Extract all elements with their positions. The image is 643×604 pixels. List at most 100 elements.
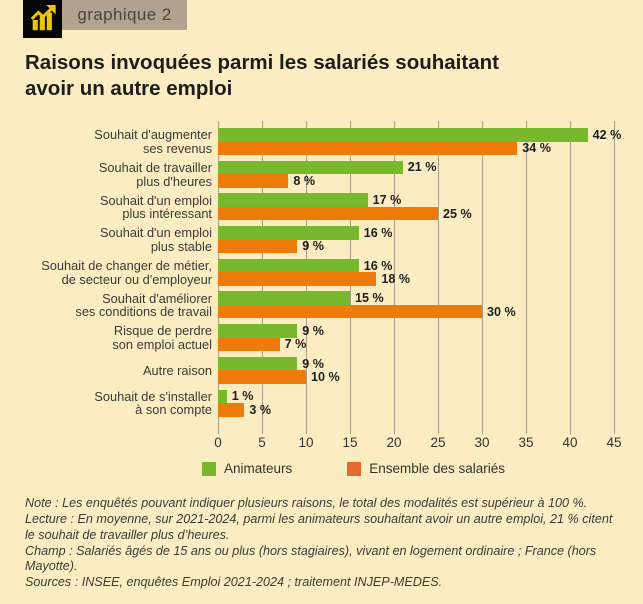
note-line: Lecture : En moyenne, sur 2021-2024, par… [25, 512, 613, 542]
category-label: Souhait de changer de métier, de secteur … [0, 256, 212, 289]
bar-row: 1 % 3 % [218, 389, 614, 423]
legend: Animateurs Ensemble des salariés [0, 461, 643, 476]
chart-title-line1: Raisons invoquées parmi les salariés sou… [25, 51, 499, 74]
gridline [438, 121, 439, 429]
footnotes: Note : Les enquêtés pouvant indiquer plu… [25, 496, 625, 592]
axis-tick-label: 10 [298, 435, 314, 450]
category-labels: Souhait d'augmenter ses revenus Souhait de… [0, 121, 218, 456]
bar-ensemble [218, 206, 438, 221]
category-label-line: plus stable [150, 238, 212, 254]
bar-ensemble [218, 174, 289, 188]
value-label: 10 % [311, 370, 340, 385]
category-label: Souhait d'un emploi plus stable [0, 224, 212, 257]
note-line: Note : Les enquêtés pouvant indiquer plu… [25, 496, 588, 510]
category-label-line: Souhait d'un emploi [99, 225, 212, 241]
category-label: Souhait d'améliorer ses conditions de tra… [0, 289, 212, 322]
gridline [614, 121, 615, 429]
gridline [394, 121, 395, 429]
value-label: 8 % [293, 173, 316, 188]
legend-item: Ensemble des salariés [347, 461, 505, 476]
bar-ensemble [218, 239, 298, 254]
value-label: 16 % [363, 258, 393, 273]
category-label-line: son emploi actuel [112, 336, 212, 352]
bar-line: 18 % [218, 272, 614, 286]
bar-animateurs [218, 160, 403, 175]
bar-ensemble [218, 141, 518, 155]
bar-row: 16 % 9 % [218, 226, 614, 259]
axis-tick-label: 40 [562, 435, 578, 450]
axis-tick-label: 25 [430, 435, 446, 450]
legend-label: Animateurs [223, 461, 293, 476]
axis-tick [438, 429, 439, 434]
bar-animateurs [218, 128, 588, 142]
axis-tick [306, 429, 307, 434]
category-label-line: Souhait d'un emploi [99, 192, 212, 208]
bar-animateurs [218, 291, 350, 305]
category-label-line: ses revenus [143, 140, 212, 156]
value-label: 42 % [592, 127, 622, 142]
legend-swatch [201, 461, 216, 476]
bar-row: 17 % 25 % [218, 193, 614, 226]
axis-tick-label: 5 [258, 435, 266, 450]
value-label: 21 % [407, 160, 437, 175]
axis-tick-label: 0 [214, 435, 222, 450]
legend-item: Animateurs [201, 461, 293, 476]
graphique-badge: graphique 2 [62, 0, 187, 30]
axis-tick [218, 429, 219, 434]
bar-line: 16 % [218, 226, 614, 240]
axis-tick-label: 35 [518, 435, 534, 450]
category-label: Souhait d'un emploi plus intéressant [0, 191, 212, 224]
bar-ensemble [218, 304, 482, 319]
bar-line: 9 % [218, 324, 614, 338]
axis-tick [570, 429, 571, 434]
category-label-line: ses conditions de travail [75, 304, 212, 320]
value-label: 9 % [302, 356, 324, 371]
bar-animateurs [218, 258, 359, 273]
bar-line: 3 % [218, 403, 614, 417]
bar-row: 9 % 7 % [218, 324, 614, 357]
gridline [481, 121, 483, 429]
bar-animateurs [218, 389, 227, 403]
bar-row: 42 % 34 % [218, 128, 621, 161]
category-label-line: Souhait de s'installer [94, 388, 212, 404]
bar-line: 8 % [218, 174, 614, 188]
bar-line: 9 % [218, 239, 614, 254]
bar-chart-up-icon [23, 0, 62, 38]
value-label: 16 % [363, 225, 393, 240]
axis-tick [349, 429, 351, 434]
bar-line: 7 % [218, 337, 614, 352]
bar-line: 25 % [218, 207, 614, 221]
value-label: 1 % [231, 389, 254, 404]
category-label: Souhait d'augmenter ses revenus [0, 126, 212, 159]
bar-animateurs [218, 356, 298, 371]
bar-line: 15 % [218, 291, 614, 305]
note-line: Sources : INSEE, enquêtes Emploi 2021-20… [25, 575, 443, 590]
gridline [526, 121, 527, 429]
value-label: 9 % [302, 323, 324, 338]
bar-line: 30 % [218, 305, 614, 319]
bar-row: 9 % 10 % [218, 357, 614, 390]
bar-line: 16 % [218, 259, 614, 273]
chart-title-line2: avoir un autre emploi [25, 77, 233, 100]
category-label-line: de secteur ou d'employeur [61, 271, 212, 287]
axis-tick-label: 45 [606, 435, 622, 450]
legend-label: Ensemble des salariés [369, 461, 506, 476]
value-label: 7 % [284, 337, 307, 352]
value-label: 15 % [354, 291, 384, 306]
gridline [570, 121, 571, 429]
axis-tick [614, 429, 615, 434]
value-label: 25 % [443, 206, 472, 221]
bar-line: 17 % [218, 193, 614, 207]
category-label: Souhait de travailler plus d'heures [0, 158, 212, 191]
bar-line: 42 % [218, 128, 621, 142]
value-label: 17 % [372, 193, 402, 208]
value-label: 18 % [381, 272, 411, 286]
category-label-line: Risque de perdre [113, 323, 212, 339]
bar-chart-up-glyph [30, 4, 56, 31]
bar-row: 15 % 30 % [218, 291, 614, 324]
bar-row: 21 % 8 % [218, 160, 614, 194]
axis-tick [526, 429, 527, 434]
axis-tick-label: 30 [474, 435, 490, 450]
bar-ensemble [218, 370, 306, 384]
bar-rows: 42 % 34 % 21 % 8 % 17 % 25 % 16 % 9 % 16 % 18 % 15… [218, 128, 621, 423]
